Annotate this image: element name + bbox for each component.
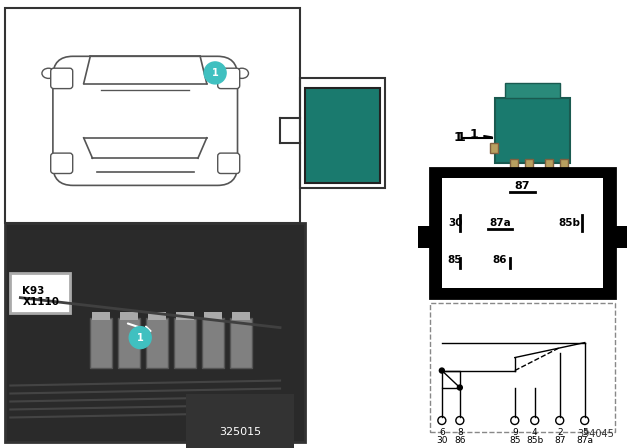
Text: 394045: 394045	[578, 430, 614, 439]
Ellipse shape	[42, 68, 55, 78]
FancyBboxPatch shape	[51, 153, 73, 173]
Bar	[174, 318, 196, 367]
Bar	[120, 312, 138, 319]
Bar	[176, 312, 194, 319]
Bar	[560, 159, 568, 173]
Circle shape	[439, 368, 444, 373]
Text: 1: 1	[137, 332, 143, 343]
Text: 87a: 87a	[576, 436, 593, 445]
Circle shape	[556, 417, 564, 425]
Text: 87: 87	[554, 436, 566, 445]
Bar	[614, 226, 627, 248]
Bar	[505, 83, 560, 98]
Bar	[442, 178, 603, 288]
Bar	[305, 88, 380, 183]
Bar	[148, 312, 166, 319]
Text: 30: 30	[448, 218, 462, 228]
Text: 85: 85	[509, 436, 520, 445]
Bar	[430, 303, 614, 432]
Text: 86: 86	[493, 255, 507, 265]
Circle shape	[456, 417, 464, 425]
Circle shape	[204, 62, 226, 84]
Text: 1: 1	[453, 131, 462, 144]
Text: 325015: 325015	[219, 427, 261, 438]
Text: 87: 87	[514, 181, 529, 191]
Bar	[418, 226, 430, 248]
Text: 2: 2	[557, 428, 563, 438]
Bar	[230, 318, 252, 367]
Circle shape	[511, 417, 519, 425]
FancyBboxPatch shape	[51, 68, 73, 89]
Text: 1: 1	[470, 128, 492, 141]
Text: 1: 1	[212, 68, 218, 78]
Bar	[118, 318, 140, 367]
Text: 85b: 85b	[559, 218, 580, 228]
Text: 85: 85	[448, 255, 462, 265]
Text: 4: 4	[532, 428, 538, 438]
Bar	[300, 78, 385, 188]
Text: 9: 9	[512, 428, 518, 438]
Bar	[495, 98, 570, 163]
Bar	[5, 8, 300, 223]
Circle shape	[458, 385, 462, 390]
FancyBboxPatch shape	[218, 153, 240, 173]
Text: 87a: 87a	[489, 218, 511, 228]
Circle shape	[438, 417, 446, 425]
Bar	[5, 223, 305, 443]
Bar	[90, 318, 112, 367]
Ellipse shape	[236, 68, 248, 78]
Circle shape	[129, 327, 151, 349]
Bar	[10, 273, 70, 313]
Bar	[490, 143, 498, 153]
Bar	[202, 318, 224, 367]
Bar	[232, 312, 250, 319]
Bar	[146, 318, 168, 367]
Bar	[204, 312, 222, 319]
Text: 6: 6	[439, 428, 445, 438]
Text: 1: 1	[456, 131, 465, 144]
Bar	[430, 168, 614, 297]
Bar	[442, 370, 460, 388]
Text: 86: 86	[454, 436, 465, 445]
Circle shape	[531, 417, 539, 425]
Bar	[545, 159, 553, 173]
FancyBboxPatch shape	[218, 68, 240, 89]
FancyBboxPatch shape	[53, 56, 237, 185]
Text: K93
X1110: K93 X1110	[22, 286, 60, 307]
Bar	[525, 159, 532, 173]
Text: 8: 8	[457, 428, 463, 438]
Bar	[510, 159, 518, 173]
Text: 5: 5	[582, 428, 588, 438]
Text: 85b: 85b	[526, 436, 543, 445]
Text: 30: 30	[436, 436, 447, 445]
Circle shape	[580, 417, 589, 425]
Bar	[92, 312, 110, 319]
